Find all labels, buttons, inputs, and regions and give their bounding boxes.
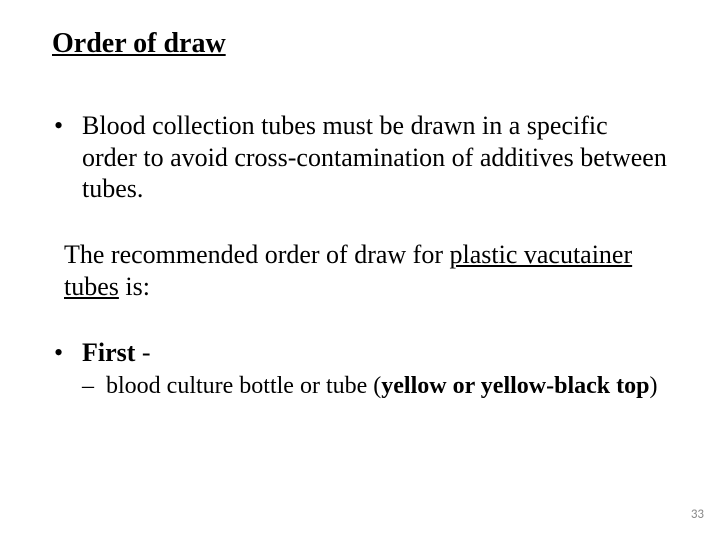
slide-title: Order of draw [52,28,226,60]
para-pre: The recommended order of draw for [64,240,450,269]
page-number: 33 [691,507,704,522]
sub-list: blood culture bottle or tube (yellow or … [82,372,668,401]
bullet-item-first: First - blood culture bottle or tube (ye… [52,337,668,402]
sub-bold: yellow or yellow-black top [381,373,649,399]
bullet-list: Blood collection tubes must be drawn in … [52,110,668,205]
para-post: is: [119,272,150,301]
sub-post: ) [649,373,657,399]
sub-item-1: blood culture bottle or tube (yellow or … [82,372,668,401]
bullet-item-1: Blood collection tubes must be drawn in … [52,110,668,205]
first-label: First [82,338,135,367]
first-dash: - [135,338,150,367]
bullet-1-text: Blood collection tubes must be drawn in … [82,111,667,203]
slide: Order of draw Blood collection tubes mus… [0,0,720,540]
bullet-list-2: First - blood culture bottle or tube (ye… [52,337,668,402]
slide-body: Blood collection tubes must be drawn in … [52,110,668,436]
sub-pre: blood culture bottle or tube ( [106,373,381,399]
paragraph-recommended: The recommended order of draw for plasti… [64,239,668,302]
